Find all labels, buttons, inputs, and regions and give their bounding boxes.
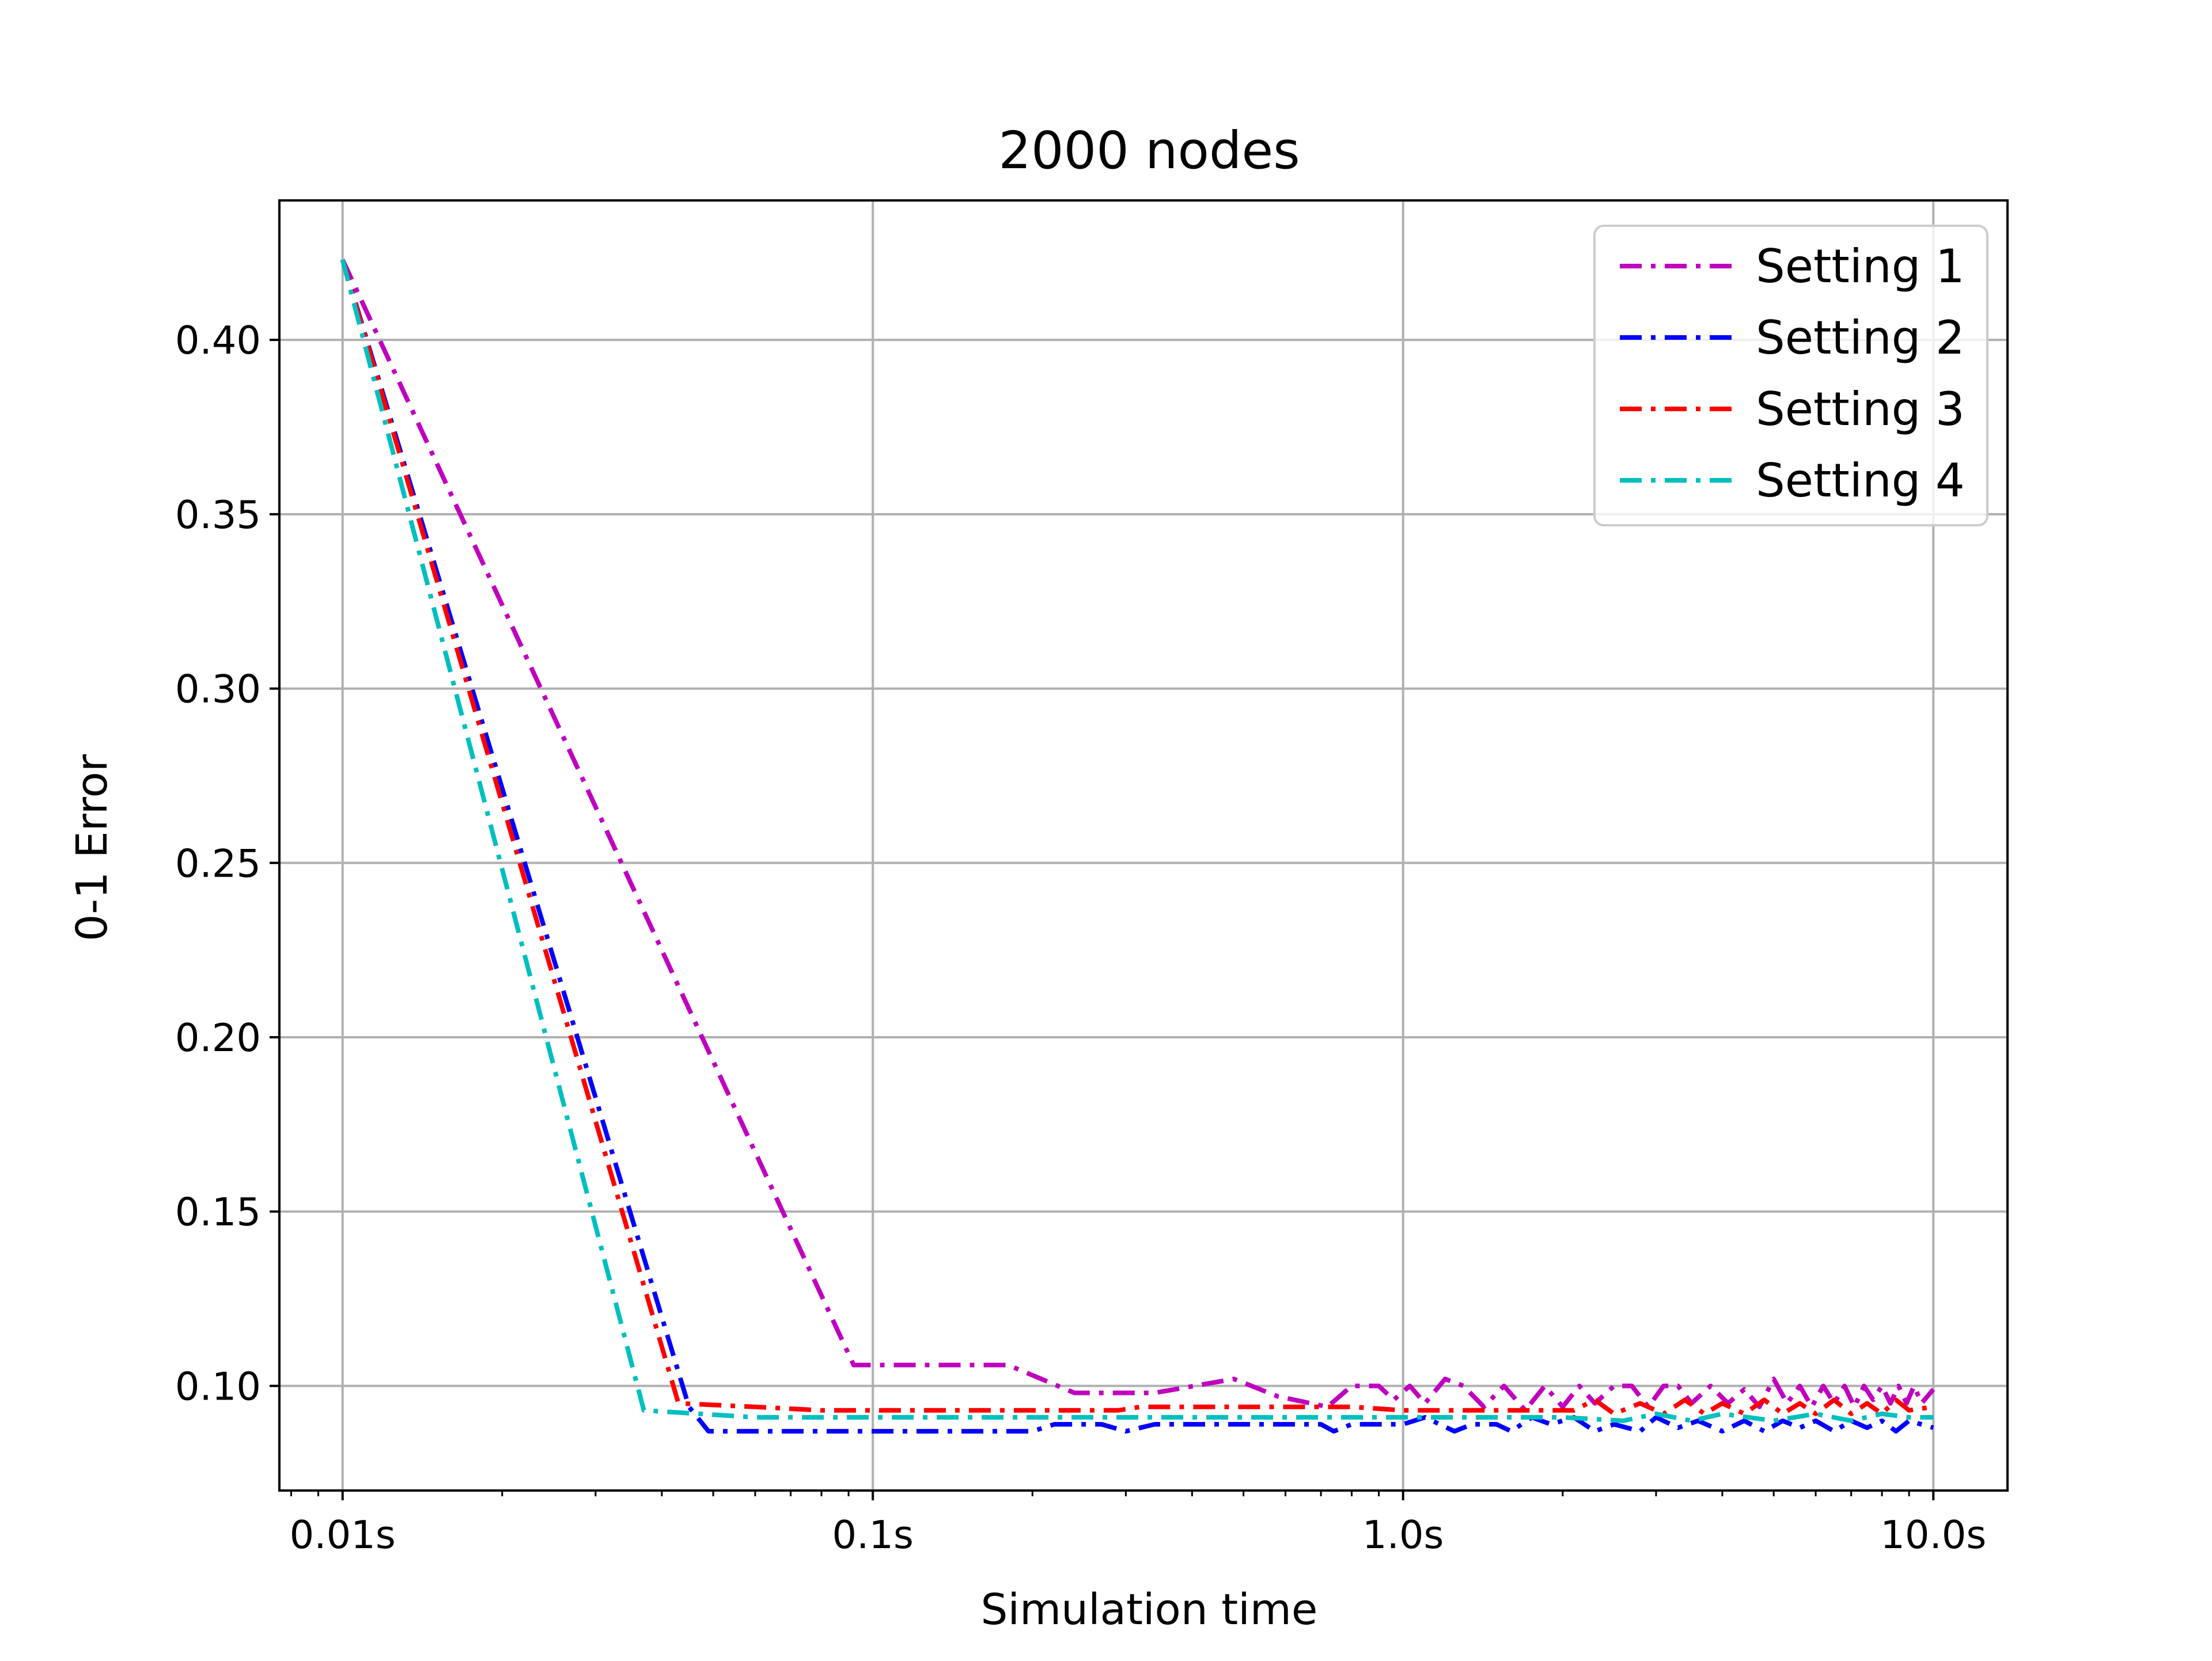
legend-label-2: Setting 2 [1756,311,1965,365]
y-tick-label: 0.20 [175,1015,261,1060]
legend: Setting 1 Setting 2 Setting 3 Setting 4 [1593,225,1988,526]
legend-box [1593,225,1988,526]
plot-area-frame [278,199,2009,1492]
y-tick-label: 0.30 [175,667,261,712]
x-tick-label: 1.0s [1362,1512,1444,1557]
series-line-4 [340,259,1934,1423]
legend-label-4: Setting 4 [1756,454,1965,507]
x-tick-label: 0.01s [290,1512,396,1557]
series-line-3 [340,259,1934,1416]
y-tick-label: 0.10 [175,1364,261,1409]
chart-title: 2000 nodes [998,120,1300,180]
series-line-2 [340,259,1934,1434]
y-tick-label: 0.25 [175,841,261,886]
y-tick-label: 0.15 [175,1190,261,1235]
legend-label-1: Setting 1 [1756,240,1965,293]
x-tick-label: 10.0s [1880,1512,1986,1557]
legend-items: Setting 1 Setting 2 Setting 3 Setting 4 [1620,240,1965,507]
x-axis-ticks: 0.01s 0.1s 1.0s 10.0s [290,1491,1986,1557]
y-tick-label: 0.40 [175,318,261,363]
series-line-1 [340,259,1936,1413]
x-axis-label: Simulation time [981,1585,1318,1635]
y-axis-label: 0-1 Error [67,754,117,941]
series-lines [340,259,1936,1434]
y-tick-label: 0.35 [175,492,261,537]
x-tick-label: 0.1s [832,1512,913,1557]
y-axis-ticks: 0.10 0.15 0.20 0.25 0.30 0.35 0.40 [175,318,279,1409]
legend-label-3: Setting 3 [1756,382,1965,436]
